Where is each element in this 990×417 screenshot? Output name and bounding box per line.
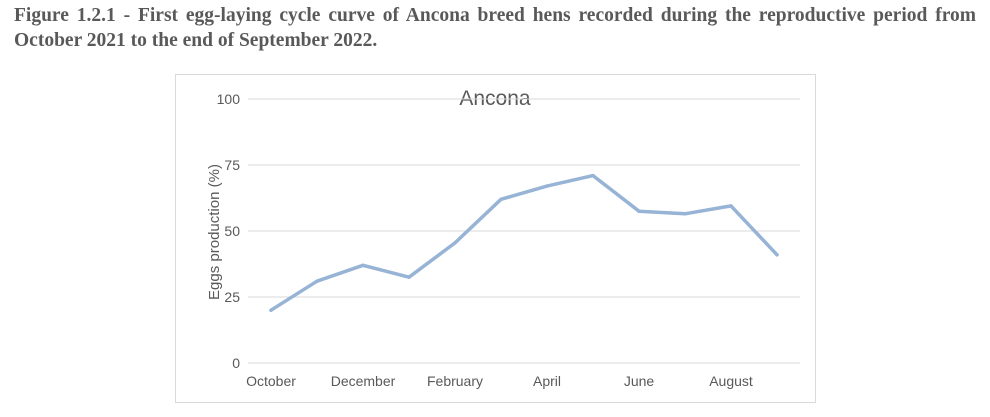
x-tick-label: June: [624, 373, 655, 389]
data-point: [499, 197, 503, 202]
y-tick-label: 25: [224, 289, 240, 305]
y-tick-label: 100: [217, 91, 241, 107]
series-line-0: [269, 173, 779, 312]
data-point: [407, 275, 411, 279]
data-point: [775, 253, 779, 257]
data-point: [591, 173, 595, 178]
x-tick-label: April: [533, 373, 561, 389]
figure-caption: Figure 1.2.1 - First egg-laying cycle cu…: [14, 5, 976, 51]
data-point: [453, 241, 457, 245]
data-point: [315, 279, 319, 283]
x-tick-label: December: [331, 373, 396, 389]
y-tick-label: 75: [224, 157, 240, 173]
x-tick-label: October: [246, 373, 296, 389]
x-tick-label: February: [427, 373, 483, 389]
y-tick-label: 50: [224, 223, 240, 239]
data-point: [729, 204, 733, 208]
data-point: [545, 184, 549, 188]
y-axis-label: Eggs production (%): [206, 164, 223, 300]
x-tick-label: August: [709, 373, 753, 389]
data-point: [269, 308, 273, 312]
data-point: [361, 263, 365, 268]
y-tick-label: 0: [232, 355, 240, 371]
chart-container: [175, 74, 816, 403]
data-point: [637, 209, 641, 213]
data-point: [683, 212, 687, 216]
